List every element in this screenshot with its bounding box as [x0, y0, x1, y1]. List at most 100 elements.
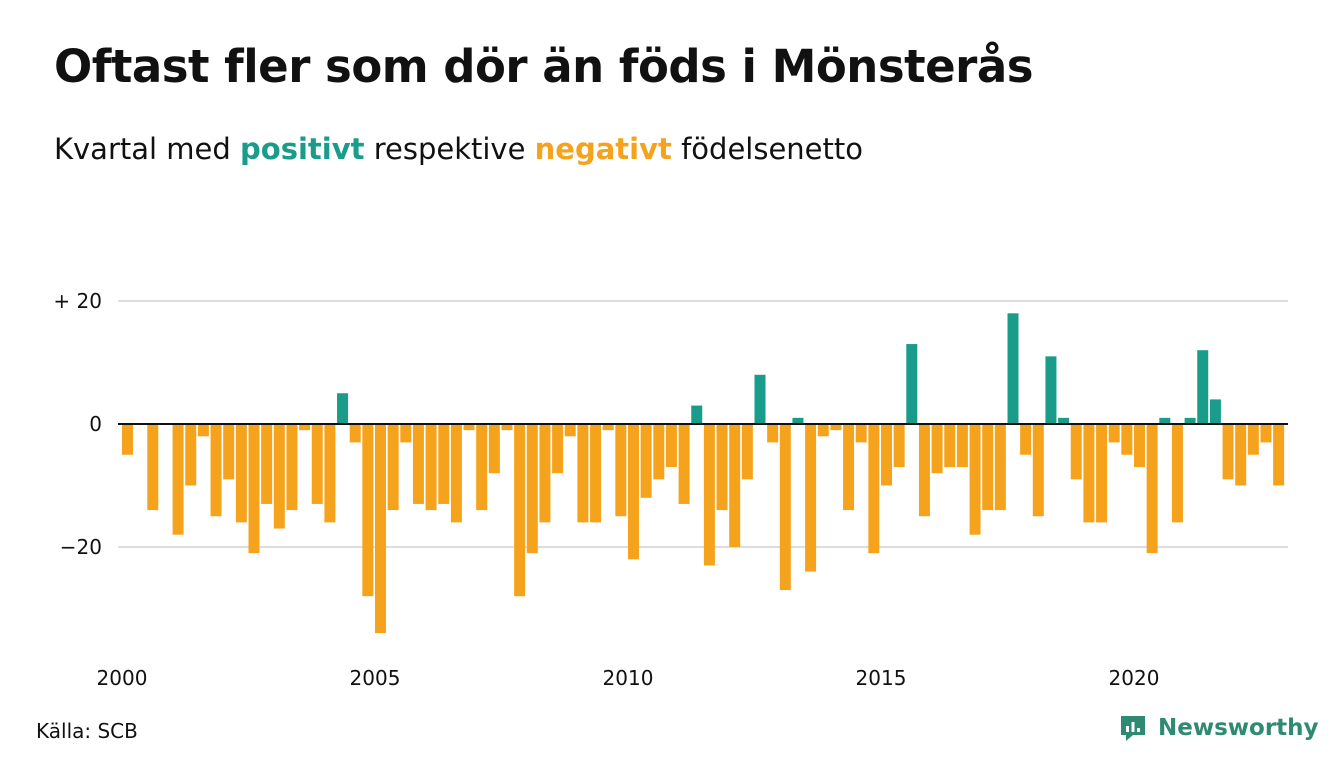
bar-negative	[286, 424, 298, 511]
bar-negative	[817, 424, 829, 437]
bar-negative	[539, 424, 551, 523]
source-note: Källa: SCB	[36, 719, 138, 743]
bar-negative	[653, 424, 665, 480]
bar-negative	[1235, 424, 1247, 486]
bar-negative	[488, 424, 500, 474]
bar-negative	[969, 424, 981, 535]
newsworthy-chart-icon	[1121, 716, 1145, 741]
bar-negative	[602, 424, 614, 431]
bar-negative	[400, 424, 412, 443]
bar-negative	[1222, 424, 1234, 480]
bar-negative	[311, 424, 323, 504]
bar-negative	[931, 424, 943, 474]
bar-positive	[337, 393, 349, 424]
bar-negative	[615, 424, 627, 517]
x-tick-label: 2000	[97, 666, 148, 690]
bar-negative	[1260, 424, 1272, 443]
bar-positive	[1058, 417, 1070, 424]
bar-negative	[716, 424, 728, 511]
bar-negative	[665, 424, 677, 468]
bar-positive	[754, 374, 766, 424]
bar-positive	[1045, 356, 1057, 424]
bar-negative	[881, 424, 892, 486]
bar-negative	[299, 424, 311, 431]
bar-positive	[792, 417, 804, 424]
newsworthy-logo: Newsworthy	[1118, 713, 1319, 743]
grid-lines	[118, 300, 1288, 548]
bar-negative	[223, 424, 235, 480]
bar-negative	[412, 424, 424, 504]
bar-negative	[1121, 424, 1133, 455]
bar-negative	[729, 424, 741, 547]
y-axis-labels: + 20 0 −20	[53, 289, 102, 559]
bar-negative	[855, 424, 867, 443]
bar-negative	[805, 424, 817, 572]
bar-negative	[362, 424, 374, 597]
y-tick-label: 0	[89, 412, 102, 436]
bar-negative	[261, 424, 273, 504]
bar-negative	[577, 424, 589, 523]
chart-title: Oftast fler som dör än föds i Mönsterås	[54, 40, 1034, 93]
bar-negative	[994, 424, 1006, 511]
bar-negative	[1032, 424, 1044, 517]
bar-negative	[590, 424, 602, 523]
bar-negative	[956, 424, 968, 468]
subtitle-suffix: födelsenetto	[671, 132, 863, 166]
subtitle-positive-word: positivt	[240, 132, 365, 166]
bar-negative	[324, 424, 336, 523]
bar-negative	[703, 424, 715, 566]
y-tick-label: −20	[60, 535, 102, 559]
x-tick-label: 2015	[856, 666, 907, 690]
bar-negative	[1171, 424, 1183, 523]
bar-negative	[1146, 424, 1158, 554]
bar-negative	[425, 424, 437, 511]
bar-negative	[767, 424, 779, 443]
bar-negative	[387, 424, 399, 511]
bar-negative	[122, 424, 133, 455]
bar-negative	[1273, 424, 1285, 486]
bar-negative	[375, 424, 386, 634]
x-tick-label: 2020	[1109, 666, 1160, 690]
bar-negative	[450, 424, 462, 523]
bar-negative	[944, 424, 956, 468]
bar-negative	[1070, 424, 1082, 480]
bar-positive	[1184, 417, 1196, 424]
bar-negative	[210, 424, 222, 517]
bar-positive	[1159, 417, 1171, 424]
bar-negative	[463, 424, 475, 431]
bar-negative	[1247, 424, 1259, 455]
bar-negative	[185, 424, 197, 486]
bar-positive	[1197, 350, 1209, 424]
bar-negative	[918, 424, 930, 517]
bars	[122, 313, 1285, 634]
bar-negative	[476, 424, 488, 511]
bar-positive	[1209, 399, 1221, 424]
bar-negative	[779, 424, 791, 591]
bar-negative	[1134, 424, 1145, 468]
x-tick-label: 2005	[350, 666, 401, 690]
chart-subtitle: Kvartal med positivt respektive negativt…	[54, 132, 863, 166]
bar-negative	[678, 424, 690, 504]
bar-positive	[691, 405, 703, 424]
x-axis-labels: 2000 2005 2010 2015 2020	[97, 666, 1160, 690]
bar-negative	[564, 424, 576, 437]
bar-negative	[741, 424, 753, 480]
subtitle-prefix: Kvartal med	[54, 132, 241, 166]
bar-negative	[843, 424, 855, 511]
bar-negative	[1083, 424, 1095, 523]
bar-negative	[982, 424, 994, 511]
bar-negative	[514, 424, 526, 597]
bar-negative	[628, 424, 639, 560]
y-tick-label: + 20	[53, 289, 102, 313]
bar-negative	[273, 424, 285, 529]
bar-negative	[197, 424, 209, 437]
bar-positive	[1007, 313, 1019, 424]
bar-negative	[438, 424, 450, 504]
bar-negative	[1108, 424, 1120, 443]
bar-negative	[526, 424, 538, 554]
bar-negative	[235, 424, 247, 523]
bar-negative	[349, 424, 361, 443]
subtitle-negative-word: negativt	[534, 132, 672, 166]
bar-negative	[1020, 424, 1032, 455]
